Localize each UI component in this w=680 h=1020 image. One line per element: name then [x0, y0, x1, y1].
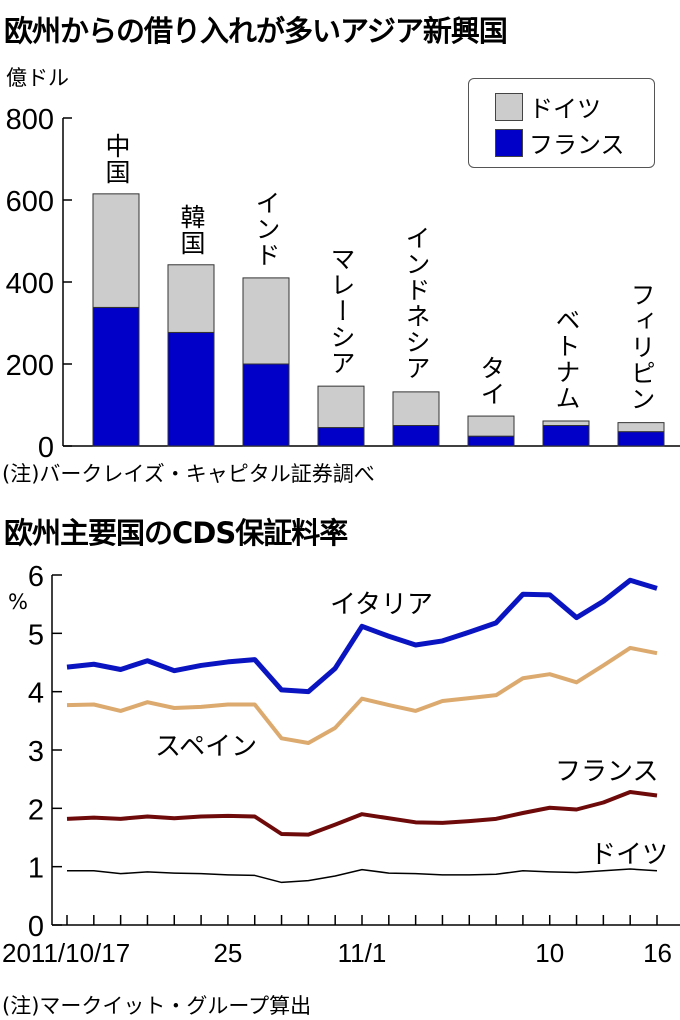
bar-segment-germany [467, 415, 515, 437]
line-x-tick-label: 11/1 [338, 938, 387, 968]
line-series [67, 868, 658, 884]
bar-category-label: フィリピン [627, 282, 656, 413]
line-y-tick-label: 6 [28, 561, 44, 593]
bar-segment-france [617, 431, 665, 447]
legend-swatch-france [495, 129, 523, 157]
bar-legend: ドイツ フランス [468, 78, 655, 168]
bar-chart-title: 欧州からの借り入れが多いアジア新興国 [4, 14, 508, 48]
bar-y-tick-label: 400 [6, 268, 54, 300]
bar-segment-germany [317, 385, 365, 429]
line-y-tick-label: 5 [28, 619, 44, 651]
line-chart-note: (注)マークイット・グループ算出 [2, 994, 312, 1018]
bar-category-label: タイ [477, 355, 506, 408]
bar-segment-germany [392, 391, 440, 427]
bar-segment-france [92, 306, 140, 447]
bar-category-label: インド [252, 190, 281, 269]
bar-segment-germany [542, 420, 590, 426]
bar-y-tick-label: 600 [6, 186, 54, 218]
line-y-tick-label: 3 [28, 736, 44, 768]
line-y-tick-label: 1 [28, 853, 44, 885]
bar-chart-note: (注)バークレイズ・キャピタル証券調べ [2, 462, 375, 486]
line-x-tick-label: 10 [535, 938, 564, 968]
line-series-label: フランス [555, 756, 658, 786]
legend-label-germany: ドイツ [529, 95, 601, 123]
line-series-label: ドイツ [590, 839, 668, 869]
bar-category-label: インドネシア [402, 224, 431, 381]
bar-segment-germany [617, 422, 665, 433]
line-x-tick-label: 2011/10/17 [2, 938, 130, 968]
bar-y-unit: 億ドル [6, 66, 69, 90]
bar-segment-france [317, 427, 365, 447]
bar-segment-france [167, 331, 215, 447]
bar-category-label: ベトナム [552, 306, 581, 411]
bar-segment-germany [167, 264, 215, 333]
line-series [66, 577, 658, 695]
bar-category-label: マレーシア [327, 245, 356, 376]
legend-swatch-germany [495, 93, 523, 121]
line-series-label: イタリア [330, 589, 433, 619]
bar-segment-france [542, 425, 590, 447]
line-chart-title: 欧州主要国のCDS保証料率 [4, 516, 348, 550]
bar-segment-germany [242, 277, 290, 365]
legend-label-france: フランス [529, 131, 625, 159]
line-series [66, 790, 658, 837]
line-y-tick-label: 4 [28, 678, 44, 710]
bar-y-tick-label: 200 [6, 350, 54, 382]
line-series-label: スペイン [155, 731, 257, 761]
bar-segment-france [392, 425, 440, 447]
line-x-tick-label: 16 [643, 938, 672, 968]
bar-segment-germany [92, 193, 140, 308]
bar-segment-france [242, 363, 290, 447]
bar-y-tick-label: 0 [38, 432, 54, 464]
bar-category-label: 中国 [102, 132, 131, 185]
line-x-tick-label: 25 [213, 938, 242, 968]
line-y-tick-label: 0 [28, 911, 44, 943]
line-series [66, 645, 658, 745]
bar-category-label: 韓国 [177, 203, 206, 256]
bar-segment-france [467, 435, 515, 447]
line-y-unit: % [8, 590, 28, 614]
line-y-tick-label: 2 [28, 794, 44, 826]
bar-y-tick-label: 800 [6, 104, 54, 136]
